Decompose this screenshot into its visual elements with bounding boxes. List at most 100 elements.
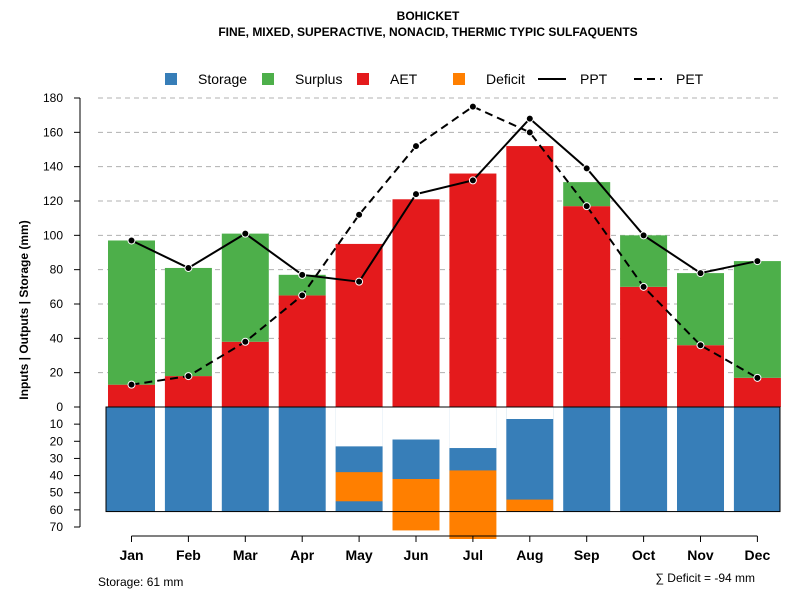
- storage-gap: [667, 407, 677, 512]
- x-tick-label-nov: Nov: [687, 547, 714, 563]
- x-tick-label-jan: Jan: [119, 547, 143, 563]
- y-tick-label: 60: [50, 297, 64, 311]
- y-tick-label: 80: [50, 263, 64, 277]
- point-pet-feb: [184, 372, 193, 381]
- x-tick-label-oct: Oct: [632, 547, 656, 563]
- bar-surplus-jan: [108, 240, 155, 385]
- legend-label-surplus: Surplus: [295, 71, 342, 87]
- x-tick-label-jul: Jul: [463, 547, 483, 563]
- storage-gap: [325, 407, 336, 512]
- point-pet-dec: [753, 373, 762, 382]
- bar-storage-depletion-aug: [506, 407, 554, 419]
- legend-swatch-aet: [357, 73, 369, 85]
- storage-gap: [268, 407, 279, 512]
- bar-aet-aug: [506, 146, 554, 408]
- point-pet-jan: [127, 380, 136, 389]
- point-ppt-may: [355, 277, 364, 286]
- bar-surplus-mar: [221, 233, 269, 342]
- storage-gap: [610, 407, 621, 512]
- bar-aet-jul: [449, 173, 497, 407]
- x-tick-label-aug: Aug: [516, 547, 543, 563]
- y-tick-label: 60: [50, 503, 64, 517]
- storage-gap: [724, 407, 734, 512]
- y-tick-label: 140: [43, 160, 63, 174]
- x-tick-label-sep: Sep: [574, 547, 600, 563]
- gridlines: [98, 97, 782, 374]
- point-pet-aug: [525, 128, 534, 137]
- legend-label-storage: Storage: [198, 71, 247, 87]
- y-tick-label: 40: [50, 331, 64, 345]
- storage-gap: [155, 407, 165, 512]
- y-tick-label: 180: [43, 91, 63, 105]
- bar-aet-nov: [677, 345, 724, 407]
- bar-surplus-feb: [164, 267, 212, 377]
- storage-gap: [211, 407, 222, 512]
- y-tick-label: 40: [50, 469, 64, 483]
- bar-deficit-jun: [392, 479, 440, 531]
- point-ppt-apr: [298, 270, 307, 279]
- x-tick-label-mar: Mar: [233, 547, 258, 563]
- point-pet-jul: [468, 102, 477, 111]
- legend-label-deficit: Deficit: [486, 71, 525, 87]
- bar-deficit-may: [335, 472, 383, 502]
- bar-storage-aug: [506, 419, 554, 512]
- bar-aet-oct: [620, 286, 668, 407]
- axes: 0 20 40 60 80 100 120 140 160 180 10 20 30 40 50 60 70 Ja…: [43, 91, 770, 563]
- point-ppt-dec: [753, 257, 762, 266]
- x-tick-label-dec: Dec: [745, 547, 771, 563]
- series-lines: [127, 102, 762, 389]
- bar-aet-may: [335, 243, 383, 407]
- footer-storage: Storage: 61 mm: [98, 575, 183, 589]
- point-pet-nov: [696, 341, 705, 350]
- x-tick-label-feb: Feb: [176, 547, 201, 563]
- bar-aet-jun: [392, 199, 440, 407]
- bar-storage-depletion-jun: [392, 407, 440, 440]
- storage-gap: [382, 407, 393, 512]
- bar-surplus-oct: [620, 235, 668, 287]
- y-tick-label: 50: [50, 486, 64, 500]
- bar-aet-apr: [278, 295, 326, 407]
- y-tick-label: 0: [56, 400, 63, 414]
- y-tick-label: 100: [43, 228, 63, 242]
- y-tick-label: 30: [50, 451, 64, 465]
- legend-label-aet: AET: [390, 71, 418, 87]
- bar-aet-mar: [221, 341, 269, 407]
- bar-deficit-jul: [449, 470, 497, 539]
- y-axis-label: Inputs | Outputs | Storage (mm): [17, 220, 31, 399]
- point-ppt-nov: [696, 269, 705, 278]
- point-ppt-sep: [582, 164, 591, 173]
- y-tick-label: 160: [43, 125, 63, 139]
- bar-storage-depletion-jul: [449, 407, 497, 449]
- footer-deficit: ∑ Deficit = -94 mm: [655, 571, 755, 585]
- bar-storage-depletion-may: [335, 407, 383, 447]
- bars: [105, 146, 781, 539]
- point-pet-apr: [298, 291, 307, 300]
- point-ppt-aug: [525, 114, 534, 123]
- y-tick-label: 70: [50, 520, 64, 534]
- point-pet-mar: [241, 337, 250, 346]
- point-ppt-jul: [468, 176, 477, 185]
- legend: Storage Surplus AET Deficit PPT PET: [165, 71, 704, 87]
- y-tick-label: 20: [50, 366, 64, 380]
- point-ppt-feb: [184, 263, 193, 272]
- point-ppt-jun: [412, 190, 420, 199]
- chart-subtitle: FINE, MIXED, SUPERACTIVE, NONACID, THERM…: [218, 25, 637, 39]
- point-ppt-mar: [241, 229, 250, 238]
- storage-gap: [439, 407, 450, 512]
- storage-gap: [553, 407, 564, 512]
- legend-label-ppt: PPT: [580, 71, 608, 87]
- point-pet-may: [355, 210, 364, 219]
- legend-swatch-deficit: [453, 73, 465, 85]
- bar-aet-feb: [164, 376, 212, 407]
- bar-surplus-dec: [733, 261, 781, 378]
- x-tick-label-jun: Jun: [404, 547, 429, 563]
- legend-swatch-surplus: [262, 73, 274, 85]
- bar-surplus-nov: [677, 273, 724, 346]
- storage-gap: [496, 407, 507, 512]
- chart-title: BOHICKET: [397, 9, 460, 23]
- x-tick-label-apr: Apr: [290, 547, 315, 563]
- legend-swatch-storage: [165, 73, 177, 85]
- point-ppt-oct: [639, 231, 648, 240]
